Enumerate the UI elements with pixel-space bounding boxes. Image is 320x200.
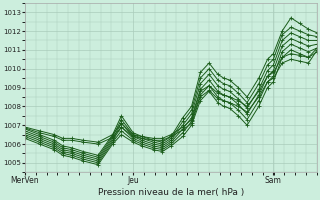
X-axis label: Pression niveau de la mer( hPa ): Pression niveau de la mer( hPa ) (98, 188, 244, 197)
